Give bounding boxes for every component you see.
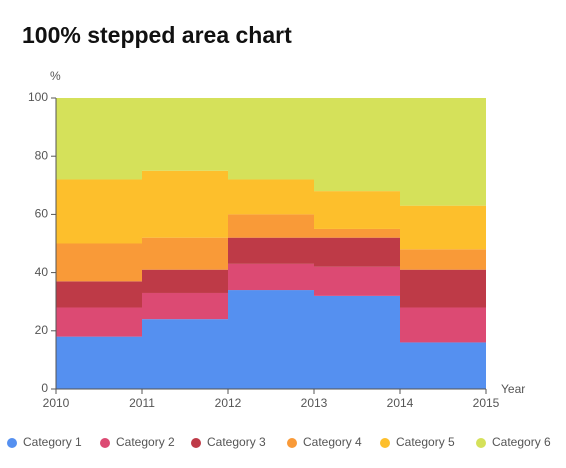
area-step bbox=[228, 179, 314, 215]
x-tick-label: 2013 bbox=[301, 396, 328, 410]
chart-title: 100% stepped area chart bbox=[22, 22, 292, 48]
y-tick-label: 20 bbox=[35, 323, 49, 337]
area-step bbox=[142, 98, 228, 171]
area-step bbox=[314, 266, 400, 296]
area-step bbox=[400, 249, 486, 270]
area-step bbox=[314, 237, 400, 267]
legend-label: Category 5 bbox=[396, 435, 455, 449]
area-step bbox=[56, 98, 142, 180]
legend-label: Category 2 bbox=[116, 435, 175, 449]
area-step bbox=[142, 292, 228, 320]
area-step bbox=[56, 179, 142, 244]
area-step bbox=[314, 98, 400, 192]
legend-label: Category 4 bbox=[303, 435, 362, 449]
area-step bbox=[56, 336, 142, 389]
legend-label: Category 1 bbox=[23, 435, 82, 449]
area-step bbox=[400, 269, 486, 308]
legend-marker bbox=[476, 438, 486, 448]
x-tick-label: 2011 bbox=[129, 396, 155, 410]
area-step bbox=[400, 342, 486, 389]
area-step bbox=[228, 290, 314, 389]
legend-label: Category 6 bbox=[492, 435, 551, 449]
y-tick-label: 80 bbox=[35, 148, 49, 162]
legend-marker bbox=[287, 438, 297, 448]
area-step bbox=[56, 307, 142, 337]
y-axis-label: % bbox=[50, 69, 61, 83]
area-step bbox=[314, 295, 400, 389]
area-step bbox=[400, 98, 486, 206]
y-tick-label: 60 bbox=[35, 207, 49, 221]
area-step bbox=[142, 170, 228, 238]
area-step bbox=[142, 269, 228, 293]
legend-marker bbox=[191, 438, 201, 448]
area-step bbox=[56, 281, 142, 308]
x-tick-label: 2010 bbox=[43, 396, 70, 410]
x-tick-label: 2012 bbox=[215, 396, 242, 410]
x-tick-label: 2015 bbox=[473, 396, 500, 410]
x-tick-label: 2014 bbox=[387, 396, 414, 410]
legend-marker bbox=[100, 438, 110, 448]
area-step bbox=[400, 205, 486, 250]
y-tick-label: 100 bbox=[28, 90, 48, 104]
area-step bbox=[228, 214, 314, 238]
y-tick-label: 0 bbox=[41, 381, 48, 395]
area-step bbox=[314, 191, 400, 229]
area-step bbox=[228, 263, 314, 291]
area-step bbox=[400, 307, 486, 343]
area-step bbox=[142, 237, 228, 270]
area-step bbox=[142, 319, 228, 389]
legend-marker bbox=[380, 438, 390, 448]
area-step bbox=[228, 237, 314, 264]
legend-label: Category 3 bbox=[207, 435, 266, 449]
x-axis-label: Year bbox=[501, 382, 525, 396]
area-step bbox=[314, 228, 400, 238]
area-step bbox=[56, 243, 142, 282]
y-tick-label: 40 bbox=[35, 265, 49, 279]
legend-marker bbox=[7, 438, 17, 448]
area-step bbox=[228, 98, 314, 180]
